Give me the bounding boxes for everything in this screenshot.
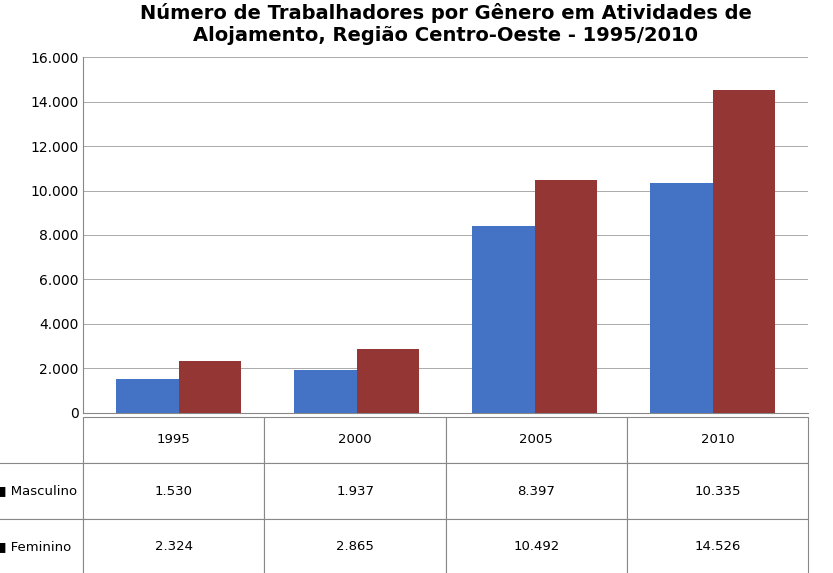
- Bar: [117, 379, 178, 413]
- Bar: [472, 226, 535, 413]
- Bar: [535, 179, 597, 413]
- Bar: [294, 370, 357, 413]
- Title: Número de Trabalhadores por Gênero em Atividades de
Alojamento, Região Centro-Oe: Número de Trabalhadores por Gênero em At…: [140, 3, 751, 45]
- Bar: [357, 349, 419, 413]
- Bar: [713, 90, 775, 413]
- Bar: [651, 183, 713, 413]
- Bar: [178, 361, 241, 413]
